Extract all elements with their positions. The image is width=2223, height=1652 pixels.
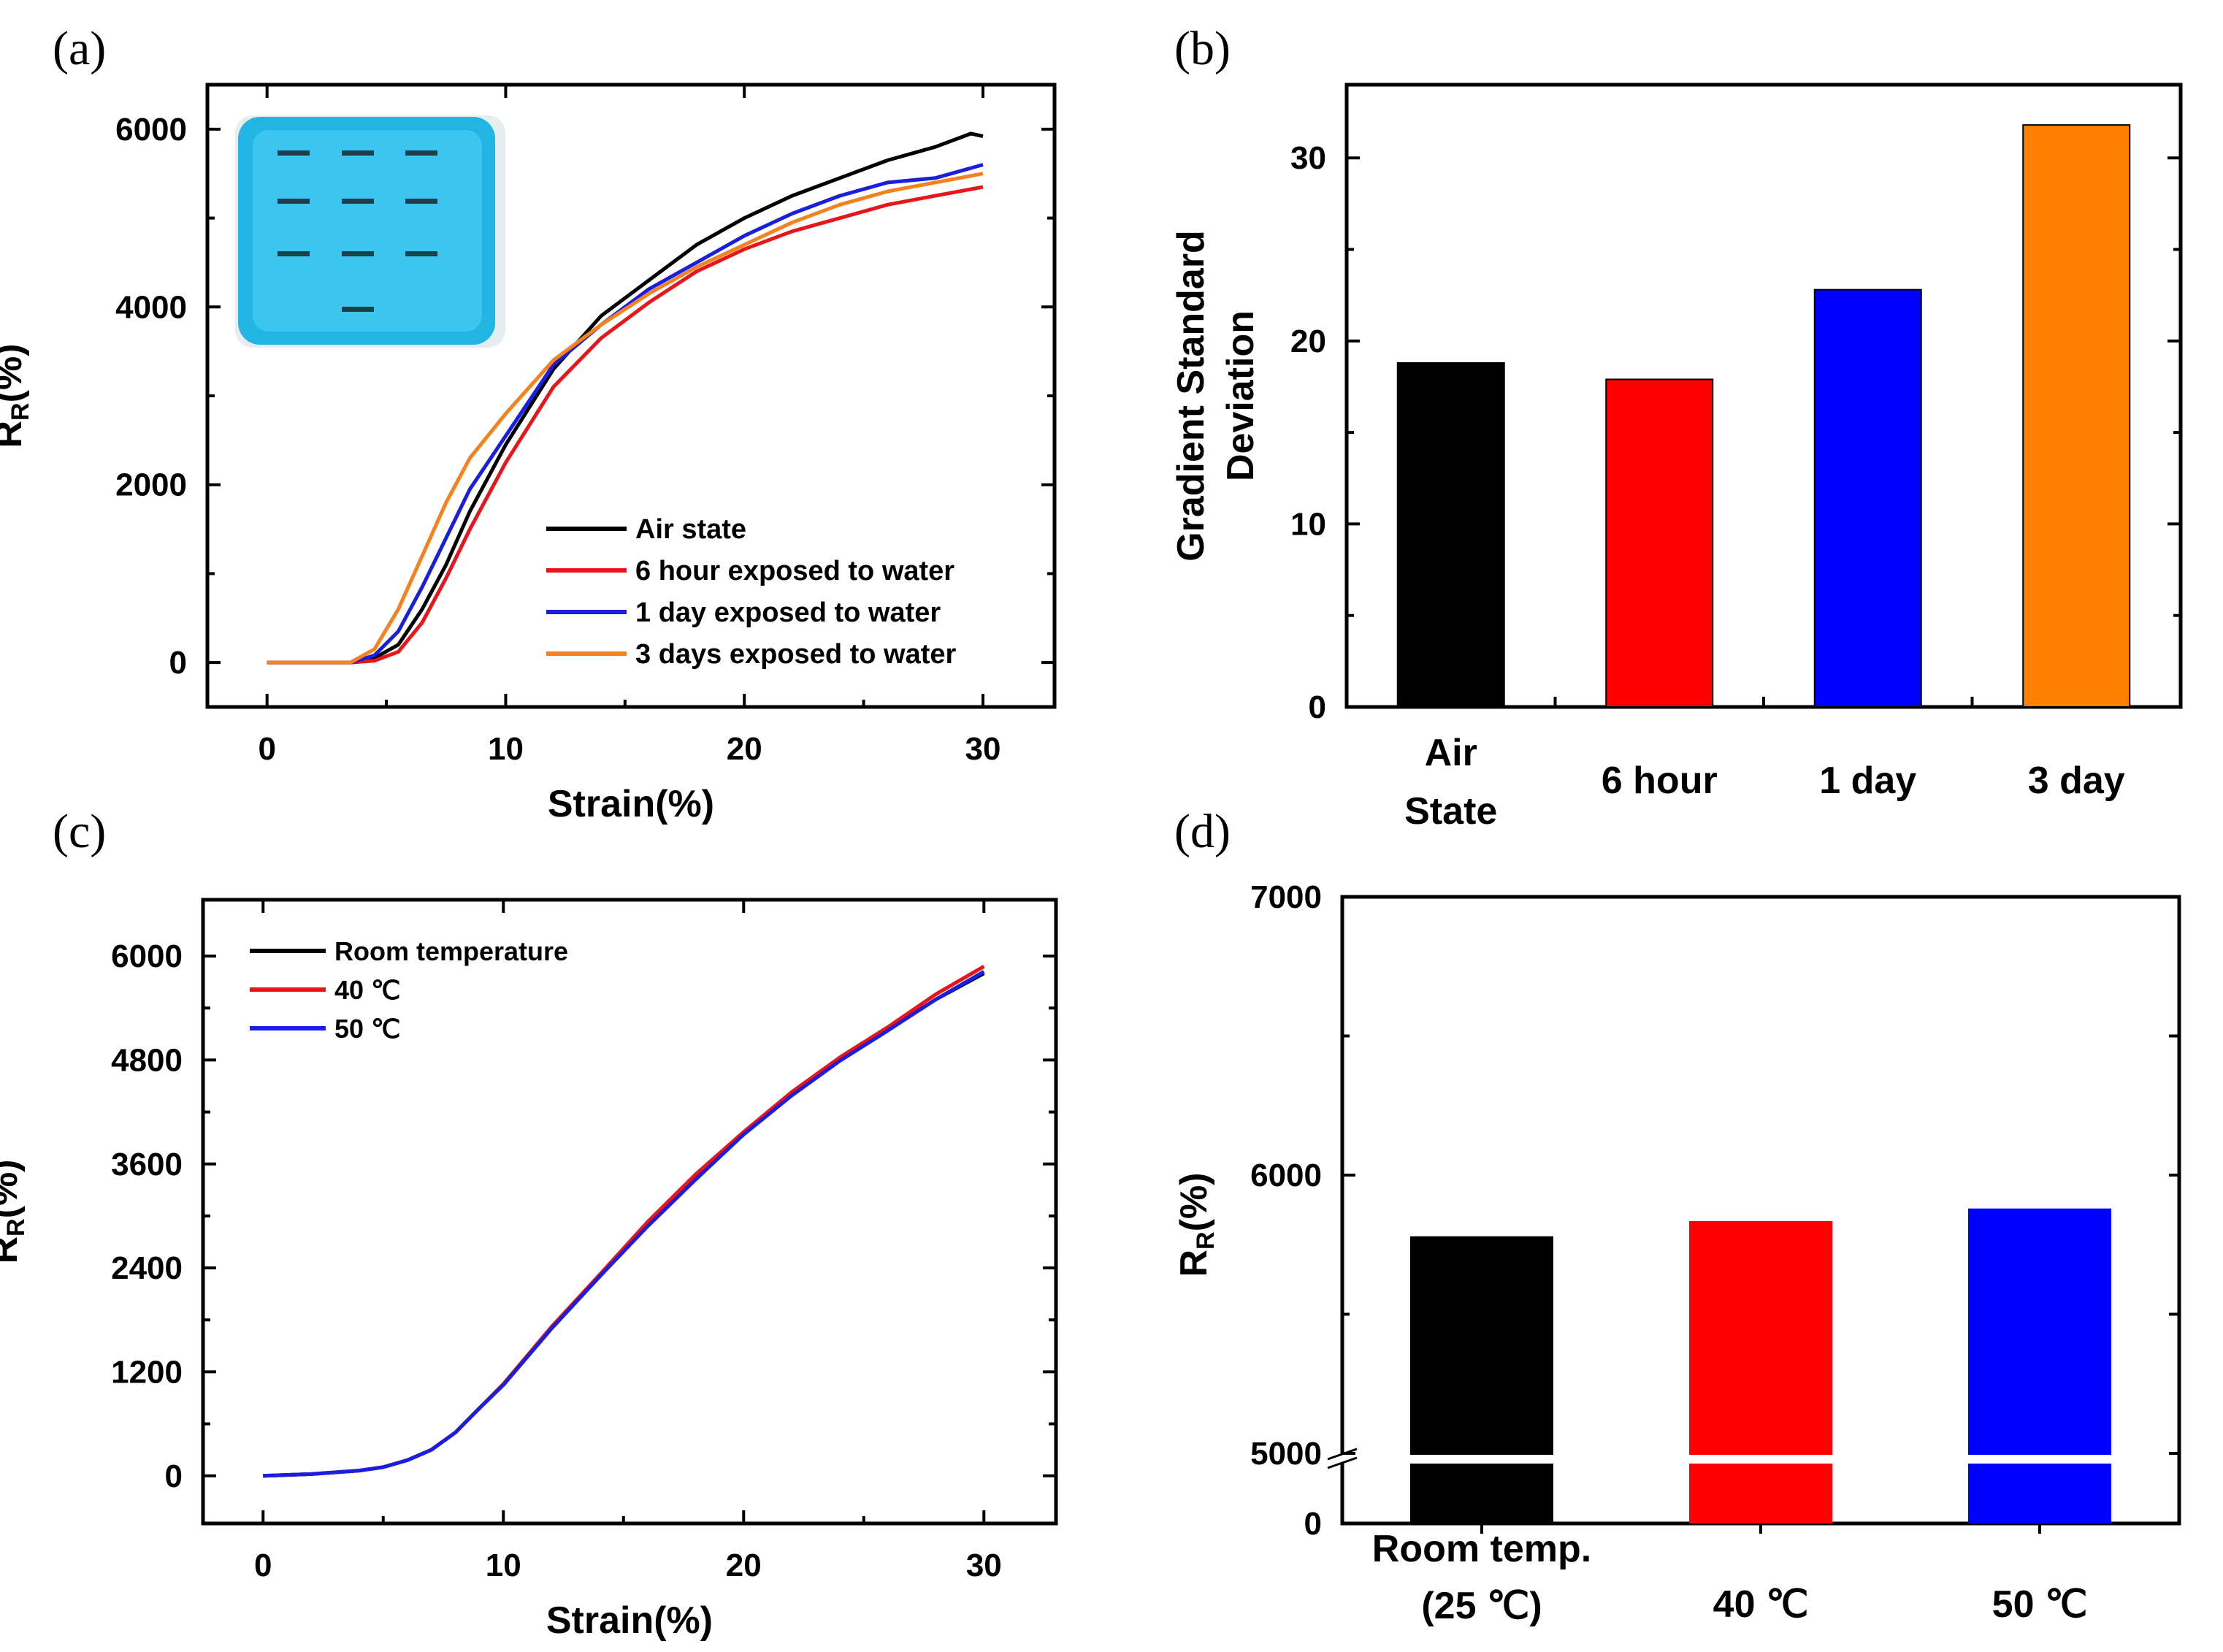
category-label: 3 day <box>2028 760 2125 802</box>
category-label: (25 ℃) <box>1421 1585 1542 1627</box>
y-tick-label: 7000 <box>1250 879 1322 915</box>
y-tick-label: 0 <box>1309 689 1326 725</box>
chart-panel-2: 0102030012002400360048006000Strain(%)RR(… <box>0 898 1058 1642</box>
series-line-1 <box>267 185 984 665</box>
sample-mark <box>405 251 437 256</box>
y-axis-title-unit: (%) <box>0 344 30 403</box>
legend-label: Room temperature <box>334 936 568 966</box>
sample-mark <box>405 199 437 204</box>
x-tick-label: 20 <box>726 1548 762 1583</box>
sample-mark <box>405 150 437 156</box>
legend-label: 40 ℃ <box>334 975 400 1005</box>
plot-frame <box>201 898 1058 1526</box>
x-tick-label: 30 <box>966 1548 1002 1583</box>
sample-mark <box>342 150 374 156</box>
x-tick-label: 10 <box>486 1548 521 1583</box>
legend-label: 50 ℃ <box>334 1014 400 1044</box>
inset-photo-plate-inner <box>253 130 482 332</box>
y-tick-label: 30 <box>1290 140 1326 176</box>
series-line-3 <box>267 172 984 665</box>
bar-break-gap <box>1688 1455 1834 1464</box>
bar-3 <box>2022 124 2131 708</box>
y-tick-label: 2000 <box>115 467 187 503</box>
bar-2 <box>1813 288 1922 708</box>
category-label: State <box>1404 790 1497 833</box>
sample-mark <box>342 251 374 256</box>
x-tick-label: 10 <box>488 731 524 767</box>
category-label: 50 ℃ <box>1992 1583 2088 1626</box>
y-axis-title-unit: (%) <box>0 1160 26 1219</box>
sample-mark <box>278 251 310 256</box>
y-axis-title-subscript: R <box>7 402 34 421</box>
axis-break-mark <box>1327 1456 1358 1469</box>
x-axis-title: Strain(%) <box>546 1599 713 1642</box>
y-tick-label: 6000 <box>1250 1158 1322 1193</box>
panel-label-d: (d) <box>1174 805 1231 858</box>
y-tick-label: 0 <box>165 1458 183 1494</box>
category-label: Room temp. <box>1372 1528 1591 1570</box>
y-tick-label: 0 <box>169 645 187 681</box>
y-axis-title-main: R <box>0 421 30 448</box>
y-tick-label: 4800 <box>111 1042 183 1078</box>
y-tick-label: 6000 <box>111 938 183 974</box>
x-tick-label: 0 <box>258 731 275 767</box>
y-axis-title-subscript: R <box>1192 1231 1220 1250</box>
y-axis-title: RR(%) <box>0 1160 30 1264</box>
legend-label: 3 days exposed to water <box>635 639 956 670</box>
category-label: 40 ℃ <box>1713 1583 1809 1626</box>
y-axis-title-main: R <box>1173 1250 1215 1277</box>
y-axis-title-line1: Gradient Standard <box>1170 230 1212 562</box>
y-axis-title-main: R <box>0 1236 26 1264</box>
x-tick-label: 30 <box>965 731 1000 767</box>
legend-label: 1 day exposed to water <box>635 597 941 628</box>
y-axis-title-line2: Deviation <box>1220 310 1262 481</box>
y-tick-label: 6000 <box>115 112 187 148</box>
x-tick-label: 20 <box>727 731 762 767</box>
legend-label: Air state <box>635 514 746 545</box>
x-axis-title: Strain(%) <box>548 783 714 825</box>
legend-label: 6 hour exposed to water <box>635 556 954 586</box>
y-axis-title-unit: (%) <box>1173 1173 1215 1232</box>
y-axis-title: RR(%) <box>1173 1173 1220 1277</box>
bar-break-gap <box>1967 1455 2113 1464</box>
y-tick-label: 20 <box>1290 324 1326 359</box>
sample-mark <box>342 307 374 312</box>
y-axis-title-subscript: R <box>2 1218 30 1236</box>
category-label: 1 day <box>1819 760 1916 802</box>
y-tick-label: 0 <box>1304 1506 1322 1542</box>
y-tick-label: 5000 <box>1250 1436 1322 1472</box>
y-tick-label: 3600 <box>111 1147 183 1182</box>
category-label: 6 hour <box>1602 760 1718 802</box>
y-tick-label: 4000 <box>115 289 187 325</box>
x-tick-label: 0 <box>254 1548 272 1583</box>
y-axis-title: RR(%) <box>0 344 34 448</box>
panel-label-b: (b) <box>1174 22 1231 75</box>
y-tick-label: 2400 <box>111 1250 183 1286</box>
bar-0 <box>1396 362 1505 708</box>
y-tick-label: 1200 <box>111 1354 183 1390</box>
bar-1 <box>1605 378 1714 708</box>
sample-mark <box>278 150 310 156</box>
series-line-2 <box>267 163 984 665</box>
bar-1 <box>1689 1220 1832 1523</box>
inset-photo <box>235 115 505 348</box>
sample-mark <box>278 199 310 204</box>
panel-label-a: (a) <box>53 22 106 75</box>
chart-panel-1: 0 10 20 30 Air State 6 hour 1 day 3 day Gradient … <box>1170 83 2183 833</box>
category-label: Air <box>1425 732 1477 774</box>
y-tick-label: 10 <box>1290 506 1326 542</box>
panel-label-c: (c) <box>53 805 106 858</box>
bar-2 <box>1968 1208 2111 1523</box>
series-line-0 <box>263 971 985 1478</box>
bar-0 <box>1410 1236 1553 1523</box>
series-line-2 <box>263 970 985 1478</box>
bar-break-gap <box>1409 1455 1555 1464</box>
axis-break-mark <box>1327 1448 1358 1461</box>
sample-mark <box>342 199 374 204</box>
